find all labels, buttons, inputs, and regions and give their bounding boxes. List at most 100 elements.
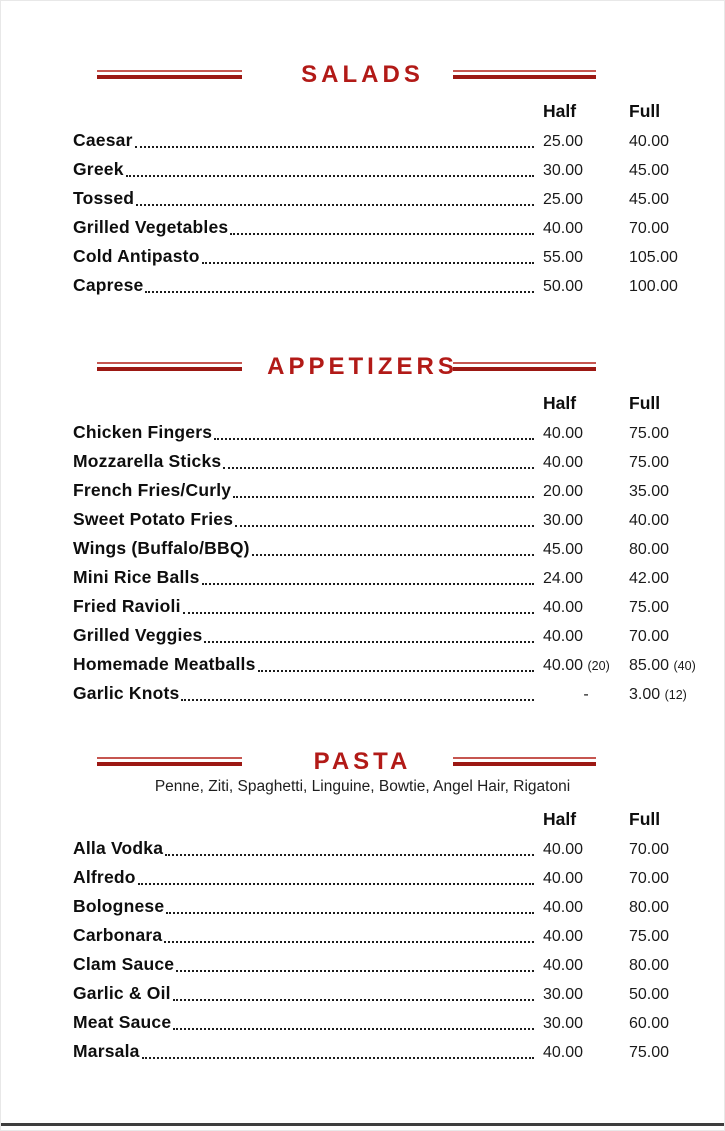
item-full-price: 70.00	[629, 629, 702, 645]
menu-item-row: Alla Vodka 40.00 70.00	[1, 831, 724, 860]
item-half-price: 40.00	[543, 842, 629, 858]
half-price-value: 40.00	[543, 841, 584, 858]
half-price-value: 40.00	[543, 1044, 584, 1061]
menu-item-row: Carbonara 40.00 75.00	[1, 918, 724, 947]
item-half-price: 40.00	[543, 426, 629, 442]
dotted-leader	[165, 854, 534, 856]
section-header: PASTA	[1, 748, 724, 776]
item-half-price: 40.00	[543, 958, 629, 974]
menu-item-rows: Alla Vodka 40.00 70.00 Alfredo 40.00 70.…	[1, 831, 724, 1063]
right-ornament-rule	[453, 757, 596, 766]
section-header: SALADS	[1, 61, 724, 89]
item-full-price: 80.00	[629, 900, 702, 916]
item-half-price: 30.00	[543, 987, 629, 1003]
item-full-price: 40.00	[629, 513, 702, 529]
item-full-price: 75.00	[629, 929, 702, 945]
dotted-leader	[182, 612, 534, 614]
menu-item-row: Fried Ravioli 40.00 75.00	[1, 589, 724, 618]
half-price-value: 30.00	[543, 1015, 584, 1032]
item-full-price: 70.00	[629, 842, 702, 858]
left-ornament-rule	[97, 70, 242, 79]
menu-item-rows: Caesar 25.00 40.00 Greek 30.00 45.00 Tos…	[1, 123, 724, 297]
full-price-value: 70.00	[629, 628, 670, 645]
item-name: Chicken Fingers	[73, 422, 213, 442]
full-price-value: 75.00	[629, 425, 670, 442]
half-price-value: 30.00	[543, 512, 584, 529]
item-half-price: 55.00	[543, 250, 629, 266]
item-half-price: 40.00	[543, 871, 629, 887]
dotted-leader	[201, 583, 534, 585]
full-price-value: 45.00	[629, 162, 670, 179]
menu-sections: SALADS Half Full Caesar 25.00 40.00 Gree…	[1, 1, 724, 1063]
menu-section-appetizers: APPETIZERS Half Full Chicken Fingers 40.…	[1, 353, 724, 705]
bottom-divider	[1, 1123, 724, 1126]
menu-item-row: Mozzarella Sticks 40.00 75.00	[1, 444, 724, 473]
item-full-price: 75.00	[629, 455, 702, 471]
dotted-leader	[141, 1057, 534, 1059]
full-price-value: 70.00	[629, 841, 670, 858]
half-price-value: 40.00	[543, 599, 584, 616]
section-header: APPETIZERS	[1, 353, 724, 381]
item-full-price: 45.00	[629, 163, 702, 179]
menu-item-row: Cold Antipasto 55.00 105.00	[1, 239, 724, 268]
dotted-leader	[145, 291, 534, 293]
dotted-leader	[173, 1028, 534, 1030]
right-ornament-rule	[453, 362, 596, 371]
item-half-price: 30.00	[543, 513, 629, 529]
item-full-price: 100.00	[629, 279, 702, 295]
item-half-price: 40.00	[543, 629, 629, 645]
half-price-value: 30.00	[543, 162, 584, 179]
item-full-price: 50.00	[629, 987, 702, 1003]
item-name: Alla Vodka	[73, 838, 164, 858]
dotted-leader	[230, 233, 534, 235]
half-column-header: Half	[543, 809, 577, 829]
item-full-price: 105.00	[629, 250, 702, 266]
section-title: PASTA	[313, 748, 412, 775]
full-price-value: 75.00	[629, 1044, 670, 1061]
half-column-header: Half	[543, 393, 577, 413]
item-half-price: 24.00	[543, 571, 629, 587]
full-price-value: 80.00	[629, 957, 670, 974]
item-full-price: 40.00	[629, 134, 702, 150]
half-price-value: 25.00	[543, 191, 584, 208]
item-half-price: 40.00	[543, 900, 629, 916]
item-full-price: 35.00	[629, 484, 702, 500]
section-title: SALADS	[301, 61, 424, 88]
item-half-price: 40.00 (20)	[543, 658, 629, 674]
item-full-price: 70.00	[629, 221, 702, 237]
menu-item-row: Clam Sauce 40.00 80.00	[1, 947, 724, 976]
menu-item-row: Homemade Meatballs 40.00 (20) 85.00 (40)	[1, 647, 724, 676]
price-columns-header: Half Full	[1, 802, 724, 831]
menu-item-row: Caprese 50.00 100.00	[1, 268, 724, 297]
item-name: Alfredo	[73, 867, 136, 887]
full-price-value: 100.00	[629, 278, 678, 295]
dotted-leader	[164, 941, 534, 943]
menu-item-row: Chicken Fingers 40.00 75.00	[1, 415, 724, 444]
half-price-value: -	[583, 686, 589, 703]
half-price-value: 20.00	[543, 483, 584, 500]
full-price-value: 3.00	[629, 686, 661, 703]
item-name: Wings (Buffalo/BBQ)	[73, 538, 250, 558]
menu-item-row: Garlic Knots - 3.00 (12)	[1, 676, 724, 705]
half-price-note: (20)	[587, 659, 610, 673]
dotted-leader	[251, 554, 534, 556]
dotted-leader	[176, 970, 534, 972]
half-price-value: 40.00	[543, 870, 584, 887]
item-name: Bolognese	[73, 896, 165, 916]
menu-item-row: Tossed 25.00 45.00	[1, 181, 724, 210]
item-name: Marsala	[73, 1041, 140, 1061]
item-half-price: 40.00	[543, 929, 629, 945]
full-price-value: 105.00	[629, 249, 678, 266]
dotted-leader	[137, 883, 534, 885]
full-price-note: (40)	[673, 659, 696, 673]
full-price-value: 85.00	[629, 657, 670, 674]
right-ornament-rule	[453, 70, 596, 79]
dotted-leader	[201, 262, 534, 264]
menu-item-row: Sweet Potato Fries 30.00 40.00	[1, 502, 724, 531]
dotted-leader	[257, 670, 534, 672]
item-full-price: 60.00	[629, 1016, 702, 1032]
full-price-value: 40.00	[629, 133, 670, 150]
price-columns-header: Half Full	[1, 386, 724, 415]
dotted-leader	[223, 467, 534, 469]
item-name: Mini Rice Balls	[73, 567, 200, 587]
